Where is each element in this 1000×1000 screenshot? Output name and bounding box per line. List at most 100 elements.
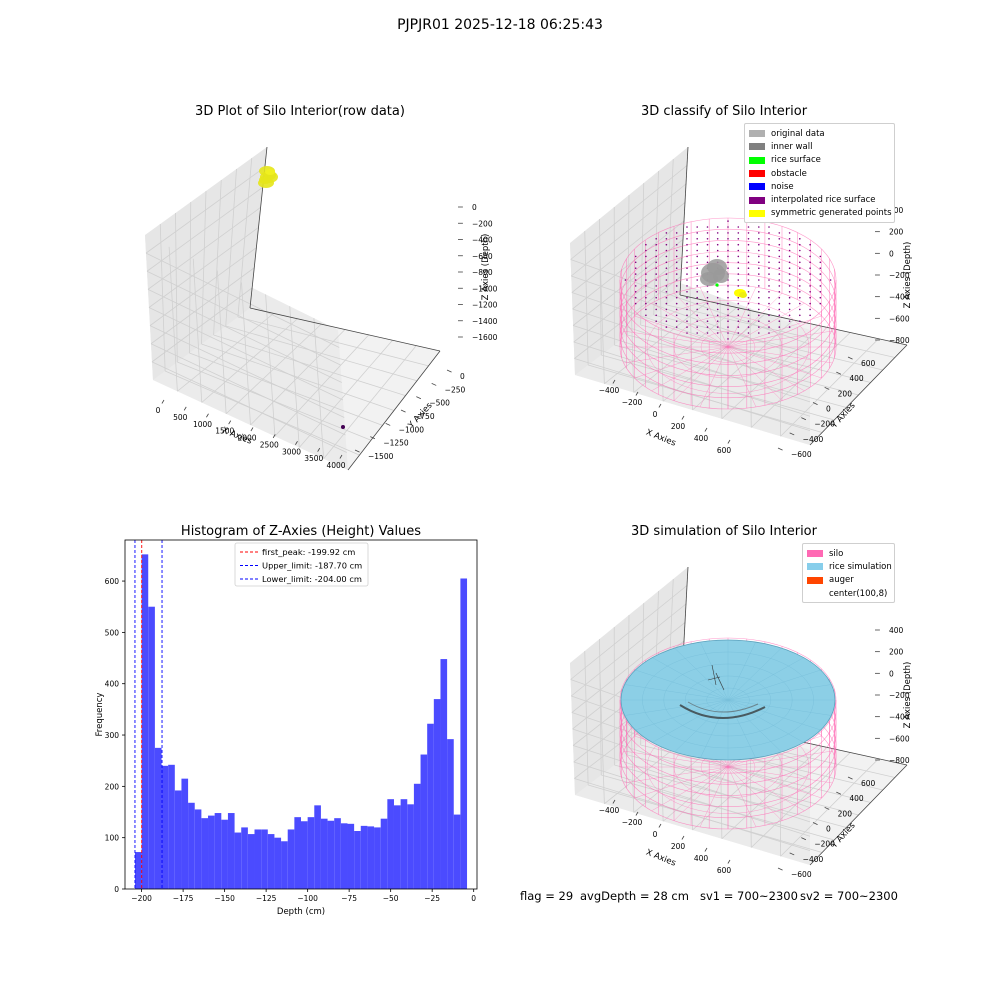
cls-surface-point — [737, 308, 740, 311]
histogram-bar — [154, 747, 162, 889]
cls-surface-point — [716, 243, 719, 246]
cls-surface-point — [655, 273, 657, 275]
cls-surface-point — [675, 285, 678, 287]
cls-surface-point — [665, 273, 668, 275]
cls-surface-point — [768, 285, 770, 287]
cls-surface-point — [665, 314, 668, 317]
histogram-bar — [234, 832, 242, 889]
cls-surface-point — [696, 314, 698, 317]
cls-surface-point — [675, 326, 678, 328]
cls-surface-point — [727, 326, 729, 328]
cls-surface-point — [747, 296, 750, 299]
cls-legend-item: inner wall — [749, 140, 890, 153]
simulation-3d-plot[interactable]: −400−20002004006006004002000−200−400−600… — [520, 545, 940, 885]
cls-surface-point — [747, 255, 750, 258]
cls-surface-point — [737, 226, 740, 228]
sim-rice-mesh-spoke — [700, 641, 729, 701]
histogram-y-axis-label: Frequency — [95, 693, 105, 737]
cls-surface-point — [706, 255, 709, 258]
histogram-bar — [274, 837, 282, 889]
histogram-x-tick-label: −150 — [214, 894, 235, 903]
cls-surface-point — [788, 249, 791, 252]
cls-surface-point — [706, 302, 709, 305]
histogram-y-tick-label: 0 — [114, 885, 119, 894]
histogram-x-tick-label: −25 — [424, 894, 440, 903]
cls-surface-point — [788, 243, 791, 246]
sim-rice-mesh-spoke — [652, 657, 729, 701]
cls-surface-point — [737, 232, 740, 234]
cls-y-tick-label: −400 — [803, 435, 824, 444]
sim-y-tick-label: 600 — [861, 779, 876, 788]
cls-surface-point — [778, 296, 781, 299]
cls-surface-point — [788, 285, 791, 287]
cls-y-tick-label: −200 — [814, 420, 835, 429]
cls-surface-point — [634, 291, 637, 293]
cls-surface-point — [788, 255, 791, 258]
cls-surface-point — [727, 314, 729, 317]
raw-y-tick-mark — [431, 382, 437, 386]
cls-surface-point — [675, 232, 678, 234]
cls-surface-point — [737, 320, 740, 322]
cls-surface-point — [696, 243, 698, 246]
sim-y-tick-mark — [789, 852, 795, 856]
classify-3d-plot[interactable]: −400−20002004006006004002000−200−400−600… — [520, 125, 940, 465]
cls-surface-point — [799, 255, 801, 258]
sim-z-axis-label: Z Axies (Depth) — [903, 662, 913, 729]
cls-legend-item: original data — [749, 127, 890, 140]
cls-surface-point — [634, 267, 637, 269]
cls-surface-point — [758, 226, 760, 228]
cls-z-tick-label: 200 — [889, 228, 904, 237]
cls-surface-point — [706, 326, 709, 328]
cls-legend-label: original data — [771, 128, 825, 139]
cls-surface-point — [747, 326, 750, 328]
raw-x-tick-mark — [272, 434, 276, 439]
sim-x-tick-mark — [658, 823, 662, 828]
raw-z-axis-label: Z Axies (Depth) — [481, 234, 491, 301]
histogram-y-tick-label: 600 — [105, 577, 120, 586]
cls-surface-point — [819, 302, 822, 305]
histogram-bar — [420, 754, 428, 889]
cls-surface-point — [645, 302, 647, 305]
cls-legend-swatch — [749, 156, 765, 164]
cls-surface-point — [655, 238, 657, 240]
histogram-title: Histogram of Z-Axies (Height) Values — [180, 524, 422, 539]
histogram-bar — [281, 841, 288, 889]
sim-legend-label: auger — [829, 575, 854, 586]
histogram-bar — [354, 831, 361, 889]
cls-surface-point — [799, 267, 801, 269]
cls-x-tick-label: 600 — [717, 446, 732, 455]
sim-x-tick-mark — [635, 811, 639, 816]
cls-surface-point — [716, 326, 719, 328]
cls-surface-point — [645, 267, 647, 269]
raw-x-tick-mark — [206, 413, 209, 418]
cls-legend-item: obstacle — [749, 167, 890, 180]
raw-x-axis-label: X Axies — [220, 426, 253, 447]
histogram-plot[interactable]: −200 −175 −150 −125 −100 −75 −50 −25 0 0 100 200 300… — [80, 535, 500, 920]
cls-symmetric-cluster — [734, 289, 747, 298]
sim-legend-swatch — [807, 563, 823, 571]
cls-z-tick-label: −600 — [889, 314, 910, 323]
raw-z-tick-label: −800 — [472, 268, 493, 277]
histogram-x-tick-label: −125 — [256, 894, 277, 903]
histogram-frame — [124, 539, 478, 890]
cls-y-tick-label: 600 — [861, 359, 876, 368]
histogram-y-tick-label: 400 — [105, 680, 120, 689]
cls-surface-point — [758, 291, 760, 293]
cls-surface-point — [737, 302, 740, 305]
cls-surface-point — [768, 255, 770, 258]
cls-y-tick: 600 400 200 0 −200 −400 −600 — [777, 356, 876, 459]
cls-surface-point — [778, 273, 781, 275]
cls-surface-point — [727, 261, 729, 264]
raw-y-tick-mark — [370, 436, 376, 440]
raw-z-tick-label: −1400 — [472, 317, 498, 326]
sim-rice-mesh-spoke — [674, 699, 729, 753]
sim-rice-mesh — [621, 640, 835, 760]
raw-x-tick-label: 2000 — [237, 434, 256, 443]
cls-surface-point — [809, 249, 811, 252]
histogram-bar — [433, 699, 441, 889]
cls-surface-point — [768, 291, 770, 293]
cls-surface-point — [799, 273, 801, 275]
sim-rice-mesh-spoke — [727, 647, 782, 701]
cls-surface-point — [655, 320, 657, 322]
